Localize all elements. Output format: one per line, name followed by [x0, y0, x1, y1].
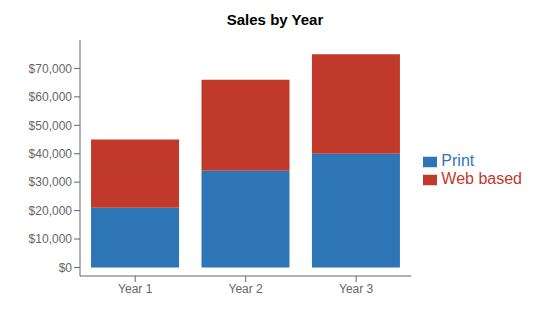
- svg-text:$40,000: $40,000: [29, 147, 73, 161]
- svg-text:$30,000: $30,000: [29, 175, 73, 189]
- svg-text:$50,000: $50,000: [29, 119, 73, 133]
- svg-text:Year 2: Year 2: [229, 282, 264, 296]
- svg-text:$70,000: $70,000: [29, 62, 73, 76]
- svg-text:Year 1: Year 1: [118, 282, 153, 296]
- svg-text:$10,000: $10,000: [29, 232, 73, 246]
- svg-text:Year 3: Year 3: [339, 282, 374, 296]
- svg-text:$60,000: $60,000: [29, 90, 73, 104]
- html-text:Sales by Year: Sales by Year: [226, 11, 324, 28]
- html-text:Web based: Web based: [441, 170, 522, 187]
- svg-text:$20,000: $20,000: [29, 204, 73, 218]
- svg-text:$0: $0: [59, 261, 73, 275]
- html-text:Print: Print: [441, 152, 475, 169]
